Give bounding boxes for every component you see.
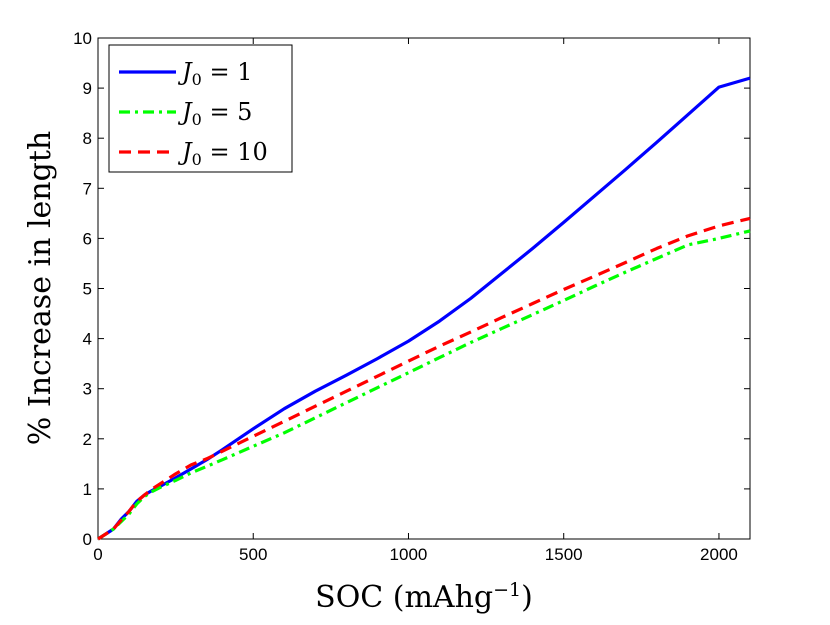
- x-tick-label: 500: [239, 545, 267, 564]
- y-tick-label: 7: [83, 179, 92, 198]
- y-tick-label: 5: [83, 280, 92, 299]
- legend: J0 = 1 J0 = 5 J0 = 10: [108, 44, 293, 173]
- y-tick-label: 6: [83, 229, 92, 248]
- y-tick-label: 10: [73, 29, 92, 48]
- series-line-1: [97, 229, 751, 541]
- x-tick-label: 0: [93, 545, 102, 564]
- legend-label-2: J0 = 10: [177, 138, 268, 169]
- x-tick-label: 1000: [390, 545, 428, 564]
- y-tick-label: 3: [83, 380, 92, 399]
- y-tick-label: 8: [83, 129, 92, 148]
- axis-ticks: 0 500 1000 1500 2000 0 1 2 3 4 5 6 7 8 9 10: [73, 29, 750, 564]
- x-tick-label: 1500: [545, 545, 583, 564]
- y-tick-label: 4: [83, 330, 92, 349]
- y-tick-label: 1: [83, 480, 92, 499]
- legend-label-0: J0 = 1: [177, 58, 252, 89]
- y-tick-label: 0: [83, 530, 92, 549]
- x-tick-label: 2000: [700, 545, 738, 564]
- y-tick-label: 2: [83, 430, 92, 449]
- legend-label-1: J0 = 5: [177, 98, 252, 129]
- series-layer: [97, 76, 751, 541]
- y-tick-label: 9: [83, 79, 92, 98]
- y-axis-label: % Increase in length: [23, 131, 58, 445]
- x-axis-label: SOC (mAhg−1): [315, 579, 533, 615]
- series-line-2: [97, 216, 751, 541]
